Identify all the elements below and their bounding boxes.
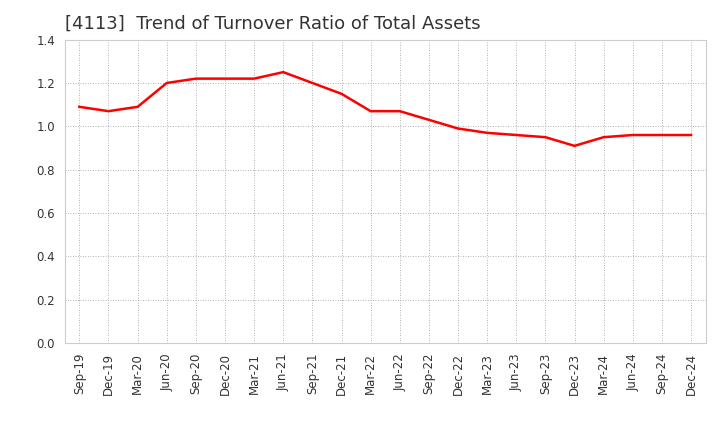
Text: [4113]  Trend of Turnover Ratio of Total Assets: [4113] Trend of Turnover Ratio of Total … — [65, 15, 480, 33]
